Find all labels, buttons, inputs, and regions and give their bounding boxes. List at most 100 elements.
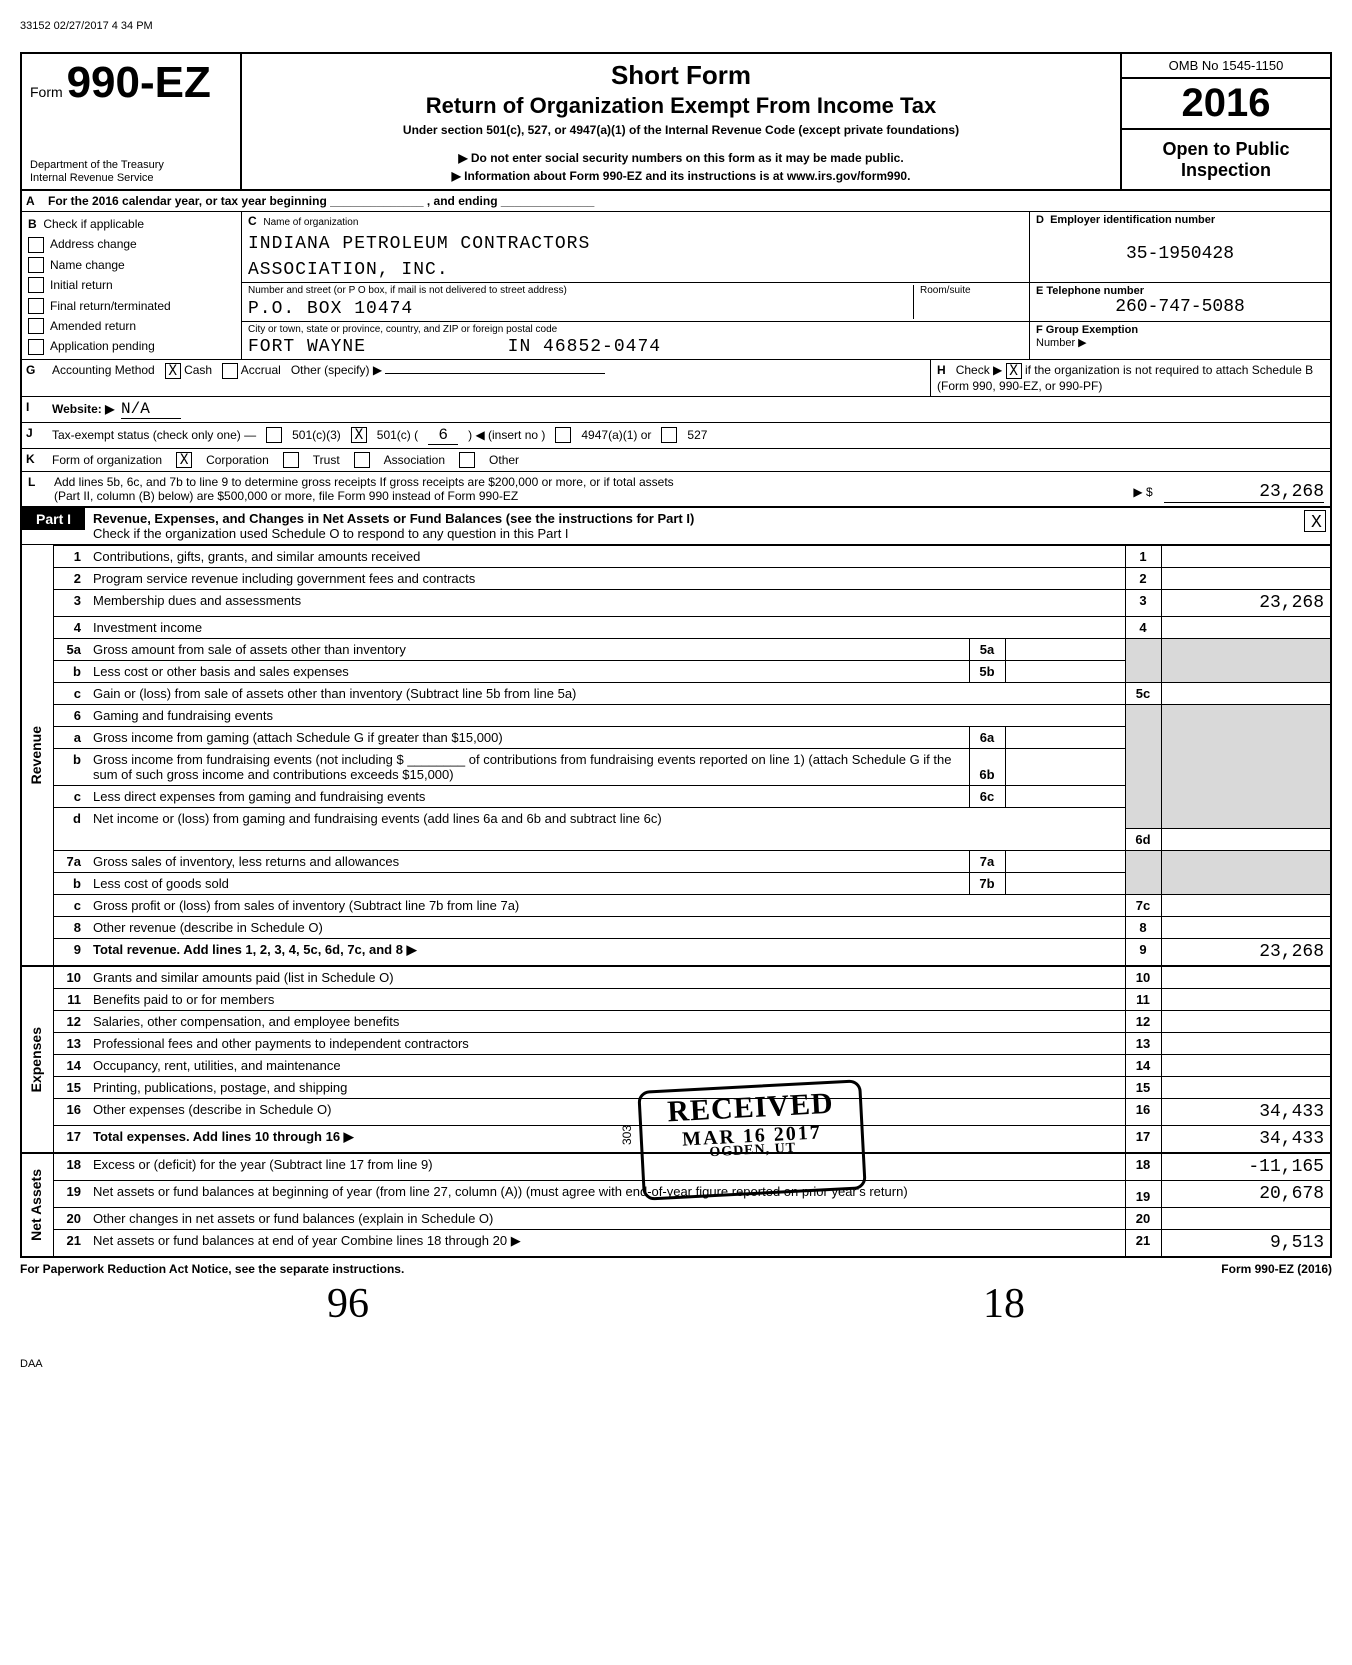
l5b-no: b [53,660,87,682]
b-item-4: Amended return [50,316,136,336]
b-header: Check if applicable [43,217,144,231]
l13-desc: Professional fees and other payments to … [87,1033,1125,1055]
l12-desc: Salaries, other compensation, and employ… [87,1011,1125,1033]
chk-amended-return[interactable] [28,318,44,334]
footer-row: For Paperwork Reduction Act Notice, see … [20,1256,1332,1280]
h-text1: Check ▶ [956,363,1003,377]
shade-6 [1125,704,1161,829]
l10-rval [1161,966,1331,989]
l2-rval [1161,567,1331,589]
l17-desc: Total expenses. Add lines 10 through 16 [93,1129,340,1144]
j-text: Tax-exempt status (check only one) — [52,428,256,442]
handwritten-right: 18 [983,1280,1025,1328]
l2-rno: 2 [1125,567,1161,589]
l16-rno: 16 [1125,1099,1161,1126]
chk-trust[interactable] [283,452,299,468]
b-item-1: Name change [50,255,125,275]
l3-rval: 23,268 [1161,589,1331,616]
l2-desc: Program service revenue including govern… [87,567,1125,589]
l4-rval [1161,616,1331,638]
l14-rno: 14 [1125,1055,1161,1077]
chk-address-change[interactable] [28,237,44,253]
l7c-no: c [53,895,87,917]
label-i: I [26,400,52,419]
chk-application-pending[interactable] [28,339,44,355]
label-j: J [26,426,52,445]
l20-no: 20 [53,1208,87,1230]
side-expenses: Expenses [28,1027,44,1092]
org-address: P.O. BOX 10474 [248,299,913,319]
l19-desc: Net assets or fund balances at beginning… [87,1181,1125,1208]
chk-accrual[interactable] [222,363,238,379]
chk-other[interactable] [459,452,475,468]
l1-rno: 1 [1125,545,1161,567]
form-id-box: Form 990-EZ Department of the Treasury I… [22,54,242,189]
l-text2: (Part II, column (B) below) are $500,000… [54,489,518,503]
chk-501c[interactable]: X [351,427,367,443]
l7c-desc: Gross profit or (loss) from sales of inv… [87,895,1125,917]
l5b-subno: 5b [969,660,1005,682]
g-other-fill[interactable] [385,373,605,374]
l17-rno: 17 [1125,1126,1161,1154]
b-item-3: Final return/terminated [50,296,171,316]
l6d-no: d [53,807,87,829]
chk-name-change[interactable] [28,257,44,273]
chk-initial-return[interactable] [28,277,44,293]
shade-7v [1161,851,1331,895]
l5a-desc: Gross amount from sale of assets other t… [87,638,969,660]
col-c: C Name of organization INDIANA PETROLEUM… [242,212,1030,359]
chk-h[interactable]: X [1006,363,1022,379]
l7a-no: 7a [53,851,87,873]
chk-assoc[interactable] [354,452,370,468]
l6d-desc: Net income or (loss) from gaming and fun… [87,807,1125,829]
section-bcd: B Check if applicable Address change Nam… [20,212,1332,359]
org-name-2: ASSOCIATION, INC. [248,260,1023,280]
k-trust: Trust [313,453,340,467]
l15-desc: Printing, publications, postage, and shi… [87,1077,1125,1099]
part1-label: Part I [22,508,85,530]
chk-cash[interactable]: X [165,363,181,379]
l5c-no: c [53,682,87,704]
chk-501c3[interactable] [266,427,282,443]
chk-4947[interactable] [555,427,571,443]
l7b-desc: Less cost of goods sold [87,873,969,895]
chk-final-return[interactable] [28,298,44,314]
l6b-no: b [53,748,87,785]
chk-527[interactable] [661,427,677,443]
d-ein-lbl: Employer identification number [1050,214,1215,226]
part1-header: Part I Revenue, Expenses, and Changes in… [20,506,1332,545]
part1-checkbox[interactable]: X [1304,510,1326,532]
j-501c3: 501(c)(3) [292,428,341,442]
col-b: B Check if applicable Address change Nam… [22,212,242,359]
l7b-no: b [53,873,87,895]
l-amount: 23,268 [1164,482,1324,503]
subtitle-under-section: Under section 501(c), 527, or 4947(a)(1)… [252,123,1110,137]
label-d: D [1036,214,1044,226]
l11-rval [1161,989,1331,1011]
l6a-no: a [53,726,87,748]
l7b-subval [1005,873,1125,895]
open-to-public: Open to Public Inspection [1122,130,1330,189]
l6d-rval [1161,829,1331,851]
l13-no: 13 [53,1033,87,1055]
l5a-subval [1005,638,1125,660]
shade-6v [1161,704,1331,829]
form-meta-box: OMB No 1545-1150 2016 Open to Public Ins… [1120,54,1330,189]
b-item-0: Address change [50,234,137,254]
l12-no: 12 [53,1011,87,1033]
l11-no: 11 [53,989,87,1011]
l10-rno: 10 [1125,966,1161,989]
chk-corp[interactable]: X [176,452,192,468]
l7a-subno: 7a [969,851,1005,873]
j-501c-num: 6 [428,426,458,445]
footer-right: Form 990-EZ (2016) [1221,1262,1332,1276]
j-527: 527 [687,428,707,442]
l21-desc: Net assets or fund balances at end of ye… [87,1230,1125,1257]
l9-rno: 9 [1125,939,1161,967]
j-4947: 4947(a)(1) or [581,428,651,442]
l6-desc: Gaming and fundraising events [87,704,1125,726]
l18-rval: -11,165 [1161,1153,1331,1181]
l16-rval: 34,433 [1161,1099,1331,1126]
k-corp: Corporation [206,453,269,467]
l4-desc: Investment income [87,616,1125,638]
